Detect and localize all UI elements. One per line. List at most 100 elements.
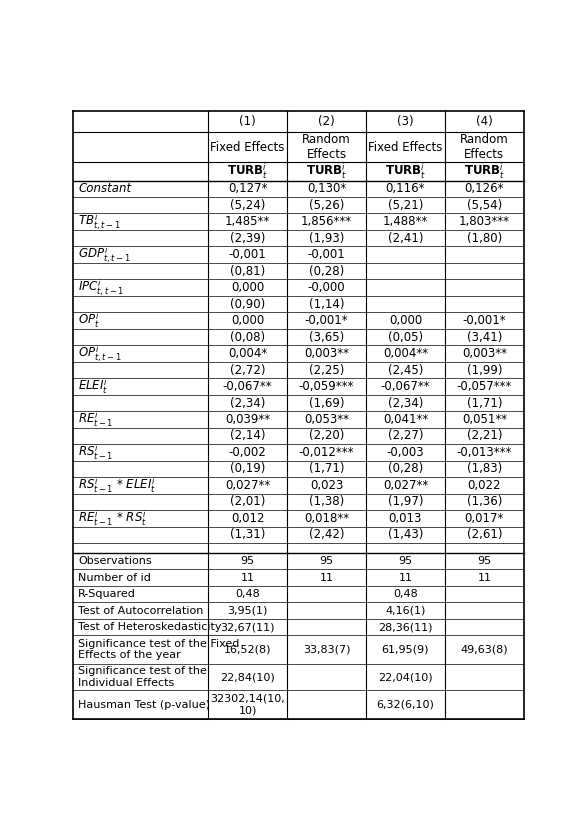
Text: (1): (1) <box>239 115 256 128</box>
Text: (1,71): (1,71) <box>467 396 502 409</box>
Text: $IPC^i_{t,t-1}$: $IPC^i_{t,t-1}$ <box>78 277 124 298</box>
Text: (1,14): (1,14) <box>308 298 344 311</box>
Text: 95: 95 <box>320 556 333 566</box>
Text: (1,38): (1,38) <box>309 496 344 509</box>
Text: 0,126*: 0,126* <box>464 182 504 196</box>
Text: 6,32(6,10): 6,32(6,10) <box>377 700 434 709</box>
Text: -0,000: -0,000 <box>308 281 345 294</box>
Text: (1,36): (1,36) <box>467 496 502 509</box>
Text: (2,61): (2,61) <box>467 529 502 542</box>
Text: 0,013: 0,013 <box>389 512 422 525</box>
Text: 1,803***: 1,803*** <box>459 215 510 229</box>
Text: -0,003: -0,003 <box>386 446 424 459</box>
Text: $\mathbf{TURB}^i_t$: $\mathbf{TURB}^i_t$ <box>464 162 505 181</box>
Text: 0,004**: 0,004** <box>383 347 428 360</box>
Text: $RE^i_{t-1}$: $RE^i_{t-1}$ <box>78 410 113 429</box>
Text: -0,002: -0,002 <box>229 446 267 459</box>
Text: -0,057***: -0,057*** <box>457 380 512 393</box>
Text: (2,34): (2,34) <box>388 396 423 409</box>
Text: 0,027**: 0,027** <box>225 479 270 492</box>
Text: -0,001: -0,001 <box>308 248 345 261</box>
Text: -0,001*: -0,001* <box>463 314 506 327</box>
Text: 0,018**: 0,018** <box>304 512 349 525</box>
Text: -0,001*: -0,001* <box>304 314 348 327</box>
Text: $RS^i_{t-1}$ * $ELEI^i_t$: $RS^i_{t-1}$ * $ELEI^i_t$ <box>78 476 157 495</box>
Text: (0,81): (0,81) <box>230 265 265 278</box>
Text: (4): (4) <box>476 115 493 128</box>
Text: 95: 95 <box>398 556 413 566</box>
Text: (0,90): (0,90) <box>230 298 265 311</box>
Text: (2,25): (2,25) <box>309 363 344 376</box>
Text: 0,051**: 0,051** <box>462 413 507 426</box>
Text: 0,127*: 0,127* <box>228 182 267 196</box>
Text: -0,059***: -0,059*** <box>299 380 354 393</box>
Text: 11: 11 <box>240 573 254 583</box>
Text: (3,41): (3,41) <box>467 330 502 344</box>
Text: (1,69): (1,69) <box>308 396 344 409</box>
Text: -0,067**: -0,067** <box>223 380 272 393</box>
Text: (5,26): (5,26) <box>309 199 344 212</box>
Text: (2,34): (2,34) <box>230 396 265 409</box>
Text: 22,84(10): 22,84(10) <box>220 672 275 682</box>
Text: 0,000: 0,000 <box>231 281 264 294</box>
Text: 11: 11 <box>399 573 413 583</box>
Text: 0,041**: 0,041** <box>383 413 428 426</box>
Text: (1,97): (1,97) <box>388 496 423 509</box>
Text: $\mathbf{TURB}^i_t$: $\mathbf{TURB}^i_t$ <box>227 162 268 181</box>
Text: Random
Effects: Random Effects <box>302 133 351 161</box>
Text: 61,95(9): 61,95(9) <box>382 644 429 654</box>
Text: $\mathbf{TURB}^i_t$: $\mathbf{TURB}^i_t$ <box>385 162 426 181</box>
Text: (1,99): (1,99) <box>467 363 502 376</box>
Text: (0,28): (0,28) <box>388 463 423 475</box>
Text: (0,28): (0,28) <box>309 265 344 278</box>
Text: 0,116*: 0,116* <box>386 182 425 196</box>
Text: (2): (2) <box>318 115 335 128</box>
Text: (2,72): (2,72) <box>230 363 265 376</box>
Text: (1,43): (1,43) <box>388 529 423 542</box>
Text: $RS^i_{t-1}$: $RS^i_{t-1}$ <box>78 443 113 462</box>
Text: (2,14): (2,14) <box>230 429 265 442</box>
Text: 0,022: 0,022 <box>467 479 501 492</box>
Text: (2,27): (2,27) <box>388 429 423 442</box>
Text: 0,039**: 0,039** <box>225 413 270 426</box>
Text: (2,42): (2,42) <box>308 529 344 542</box>
Text: -0,013***: -0,013*** <box>457 446 512 459</box>
Text: 16,52(8): 16,52(8) <box>224 644 271 654</box>
Text: (5,21): (5,21) <box>388 199 423 212</box>
Text: Random
Effects: Random Effects <box>460 133 509 161</box>
Text: (2,21): (2,21) <box>467 429 502 442</box>
Text: 4,16(1): 4,16(1) <box>385 606 425 616</box>
Text: $GDP^i_{t,t-1}$: $GDP^i_{t,t-1}$ <box>78 244 130 265</box>
Text: 28,36(11): 28,36(11) <box>378 622 432 632</box>
Text: (1,83): (1,83) <box>467 463 502 475</box>
Text: (5,54): (5,54) <box>467 199 502 212</box>
Text: (1,31): (1,31) <box>230 529 265 542</box>
Text: 33,83(7): 33,83(7) <box>303 644 350 654</box>
Text: (1,80): (1,80) <box>467 232 502 245</box>
Text: (5,24): (5,24) <box>230 199 265 212</box>
Text: (2,39): (2,39) <box>230 232 265 245</box>
Text: 1,485**: 1,485** <box>225 215 270 229</box>
Text: 0,004*: 0,004* <box>228 347 267 360</box>
Text: (1,93): (1,93) <box>309 232 344 245</box>
Text: Test of Heteroskedasticity: Test of Heteroskedasticity <box>78 622 222 632</box>
Text: 0,48: 0,48 <box>235 589 260 599</box>
Text: Fixed Effects: Fixed Effects <box>368 141 442 154</box>
Text: (1,71): (1,71) <box>308 463 344 475</box>
Text: $OP^i_t$: $OP^i_t$ <box>78 311 100 330</box>
Text: 0,130*: 0,130* <box>307 182 346 196</box>
Text: 11: 11 <box>320 573 333 583</box>
Text: Significance test of the
Individual Effects: Significance test of the Individual Effe… <box>78 667 207 688</box>
Text: 49,63(8): 49,63(8) <box>460 644 508 654</box>
Text: $RE^i_{t-1}$ * $RS^i_t$: $RE^i_{t-1}$ * $RS^i_t$ <box>78 509 147 528</box>
Text: (2,45): (2,45) <box>388 363 423 376</box>
Text: $ELEI^i_t$: $ELEI^i_t$ <box>78 376 108 396</box>
Text: 1,856***: 1,856*** <box>301 215 352 229</box>
Text: 22,04(10): 22,04(10) <box>378 672 432 682</box>
Text: Number of id: Number of id <box>78 573 151 583</box>
Text: (2,20): (2,20) <box>309 429 344 442</box>
Text: Test of Autocorrelation: Test of Autocorrelation <box>78 606 204 616</box>
Text: Significance test of the Fixed
Effects of the year: Significance test of the Fixed Effects o… <box>78 639 240 661</box>
Text: (2,41): (2,41) <box>388 232 423 245</box>
Text: 95: 95 <box>477 556 491 566</box>
